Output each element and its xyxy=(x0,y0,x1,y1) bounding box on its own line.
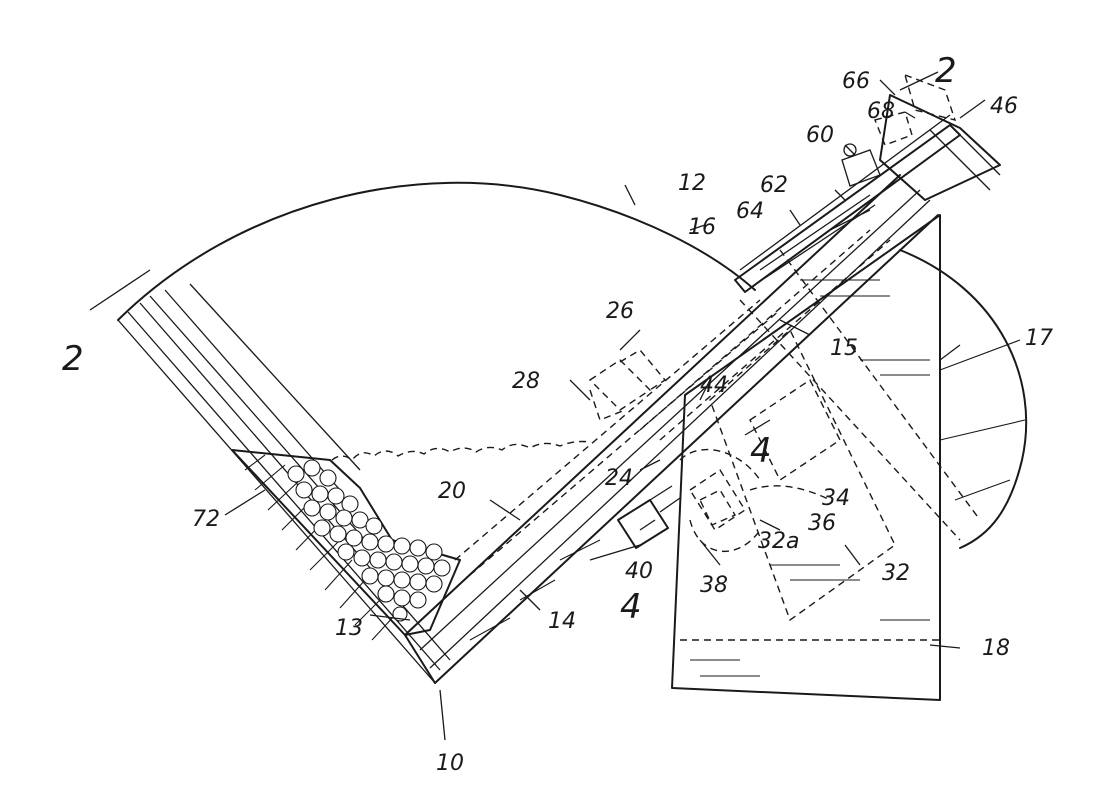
label-17: 17 xyxy=(1025,326,1053,351)
label-46: 46 xyxy=(990,94,1018,119)
label-4-upper: 4 xyxy=(750,431,772,471)
label-15: 15 xyxy=(830,336,858,361)
label-13: 13 xyxy=(335,616,363,641)
label-44: 44 xyxy=(700,373,728,398)
hopper-dome xyxy=(117,181,756,684)
label-24: 24 xyxy=(605,466,633,491)
label-14: 14 xyxy=(548,609,576,634)
label-4-lower: 4 xyxy=(620,587,642,627)
label-2-right: 2 xyxy=(935,51,957,91)
label-2-left: 2 xyxy=(62,339,84,379)
label-32a: 32a xyxy=(758,529,799,554)
label-64: 64 xyxy=(736,199,764,224)
top-mechanism xyxy=(734,73,1001,293)
label-68: 68 xyxy=(867,99,895,124)
material-level-line xyxy=(331,440,591,461)
label-40: 40 xyxy=(625,559,653,584)
label-12: 12 xyxy=(678,171,706,196)
label-10: 10 xyxy=(436,751,464,776)
label-38: 38 xyxy=(700,573,728,598)
side-housing-17 xyxy=(899,249,1028,549)
label-20: 20 xyxy=(438,479,466,504)
pellets-72 xyxy=(287,459,451,622)
feeder-frame-18 xyxy=(671,214,941,701)
label-32: 32 xyxy=(882,561,910,586)
coupling-34-36-38 xyxy=(679,448,831,553)
label-28: 28 xyxy=(512,369,540,394)
internal-dashed-wall xyxy=(454,299,781,576)
label-16: 16 xyxy=(688,215,716,240)
sensor-40 xyxy=(617,485,681,549)
motor-26-28 xyxy=(588,349,667,421)
label-60: 60 xyxy=(806,123,834,148)
section-lines xyxy=(89,71,939,561)
label-66: 66 xyxy=(842,69,870,94)
leader-lines xyxy=(224,79,986,741)
internal-box-32 xyxy=(639,229,981,622)
label-36: 36 xyxy=(808,511,836,536)
label-72: 72 xyxy=(192,507,220,532)
label-18: 18 xyxy=(982,636,1010,661)
base-wall xyxy=(404,174,939,684)
label-26: 26 xyxy=(606,299,634,324)
label-62: 62 xyxy=(760,173,788,198)
label-34: 34 xyxy=(822,486,850,511)
